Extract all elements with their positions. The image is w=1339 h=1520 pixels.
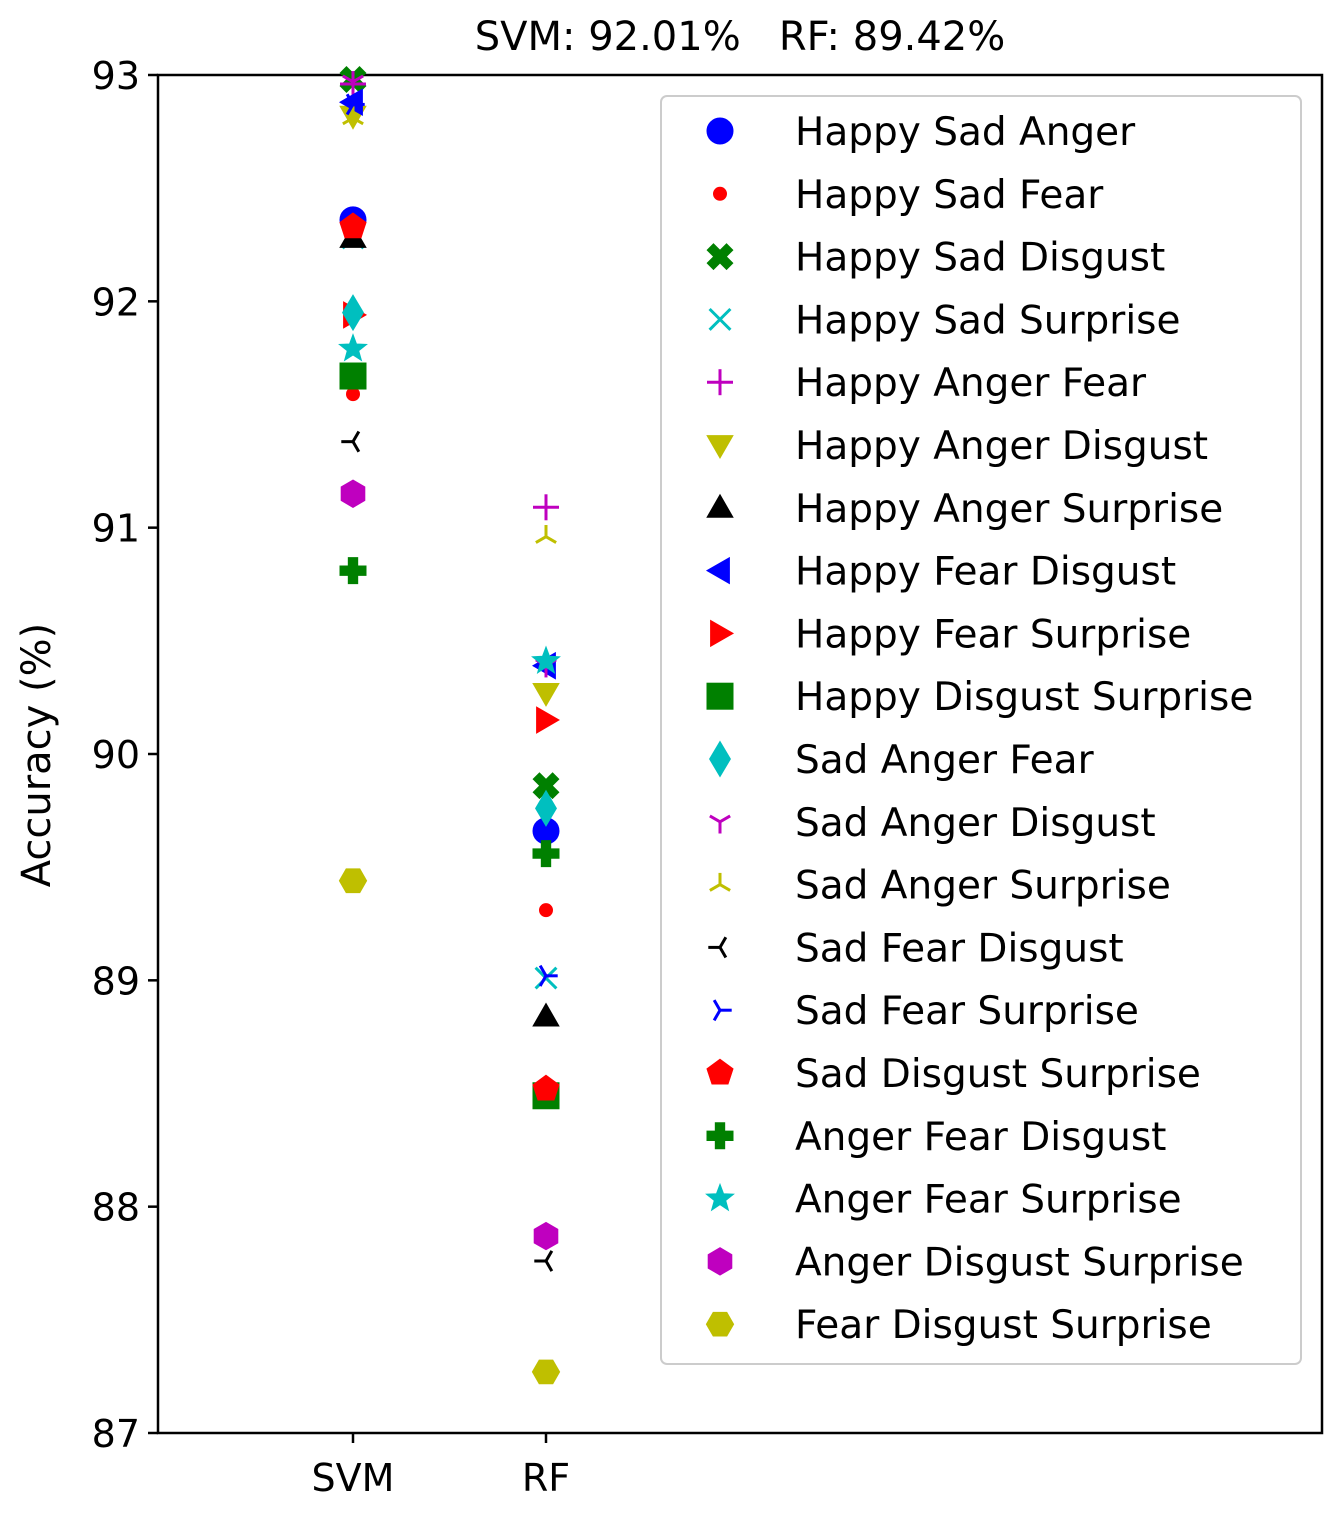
legend-marker — [706, 682, 734, 710]
legend-entry: Sad Fear Surprise — [795, 989, 1139, 1034]
legend-marker — [706, 493, 734, 518]
legend-entry: Happy Sad Surprise — [795, 298, 1180, 343]
legend-entry: Sad Fear Disgust — [795, 926, 1124, 971]
legend-entry: Happy Sad Disgust — [795, 236, 1165, 281]
chart-title: SVM: 92.01% RF: 89.42% — [475, 14, 1006, 60]
data-point — [338, 868, 368, 894]
legend-marker — [707, 1247, 733, 1276]
plot-area: 87 88 89 90 91 92 93 SVM RF — [92, 54, 1324, 1500]
legend-marker — [708, 307, 732, 331]
data-point — [342, 106, 364, 126]
legend-marker — [706, 1122, 734, 1150]
legend-entry: Happy Anger Surprise — [795, 487, 1223, 532]
data-point — [532, 1074, 560, 1101]
legend-entry: Anger Fear Disgust — [795, 1115, 1166, 1160]
data-point — [339, 557, 367, 585]
legend-marker — [706, 243, 734, 271]
data-point — [532, 683, 560, 707]
legend-marker — [707, 369, 733, 396]
legend-entry: Happy Fear Disgust — [795, 550, 1176, 595]
legend-entry: Happy Fear Surprise — [795, 612, 1191, 657]
legend-marker — [705, 1182, 735, 1212]
legend-entry: Happy Sad Anger — [795, 110, 1136, 155]
y-tick-label: 87 — [92, 1412, 140, 1456]
data-point — [531, 1359, 561, 1385]
data-point — [532, 840, 560, 868]
y-tick-label: 88 — [92, 1186, 140, 1230]
data-point — [534, 1250, 554, 1272]
data-point — [342, 74, 364, 94]
legend-marker — [709, 872, 731, 892]
data-point — [532, 1002, 560, 1027]
data-point — [536, 706, 560, 734]
data-point — [531, 645, 561, 674]
data-point — [346, 387, 360, 402]
data-point — [533, 1221, 559, 1251]
x-tick-label: SVM — [312, 1456, 395, 1500]
y-tick-label: 93 — [92, 54, 140, 98]
legend-marker — [712, 999, 732, 1022]
legend-entry: Happy Sad Fear — [795, 173, 1104, 218]
legend-frame — [660, 95, 1302, 1365]
legend-marker — [708, 936, 728, 959]
legend-entry: Sad Anger Disgust — [795, 801, 1156, 846]
y-axis-label: Accuracy (%) — [14, 623, 60, 888]
legend-entry: Happy Anger Fear — [795, 361, 1147, 406]
data-point — [535, 525, 557, 544]
data-point — [341, 430, 361, 453]
legend-marker — [709, 814, 731, 834]
legend-marker — [713, 186, 727, 201]
legend-entry: Happy Disgust Surprise — [795, 675, 1253, 720]
legend-marker — [705, 556, 730, 585]
data-point — [538, 964, 558, 987]
legend-marker — [706, 1058, 734, 1085]
data-point — [340, 479, 366, 508]
legend-entry: Happy Anger Disgust — [795, 424, 1208, 469]
legend-entry: Sad Disgust Surprise — [795, 1052, 1201, 1097]
data-point — [532, 772, 560, 800]
legend-entry: Sad Anger Fear — [795, 738, 1095, 783]
legend-marker — [706, 117, 734, 145]
y-tick-label: 89 — [92, 959, 140, 1003]
data-point — [533, 494, 559, 521]
data-point — [535, 789, 557, 827]
legend-marker — [709, 740, 731, 778]
data-point — [338, 333, 368, 362]
legend-entry: Fear Disgust Surprise — [795, 1303, 1212, 1348]
y-tick-label: 90 — [92, 733, 140, 777]
data-point — [342, 294, 364, 332]
legend: Happy Sad Anger Happy Sad Fear Happy Sad D… — [660, 95, 1302, 1365]
legend-marker — [710, 619, 735, 648]
data-point — [539, 903, 553, 918]
legend-entry: Anger Disgust Surprise — [795, 1240, 1244, 1285]
y-tick-label: 91 — [92, 507, 140, 551]
data-point — [345, 93, 365, 116]
data-point — [339, 362, 367, 390]
legend-marker — [705, 1311, 735, 1337]
legend-marker — [706, 435, 734, 460]
data-point — [339, 212, 367, 239]
legend-entry: Anger Fear Surprise — [795, 1178, 1182, 1223]
y-tick-label: 92 — [92, 280, 140, 324]
x-tick-label: RF — [522, 1456, 570, 1500]
legend-entry: Sad Anger Surprise — [795, 864, 1171, 909]
